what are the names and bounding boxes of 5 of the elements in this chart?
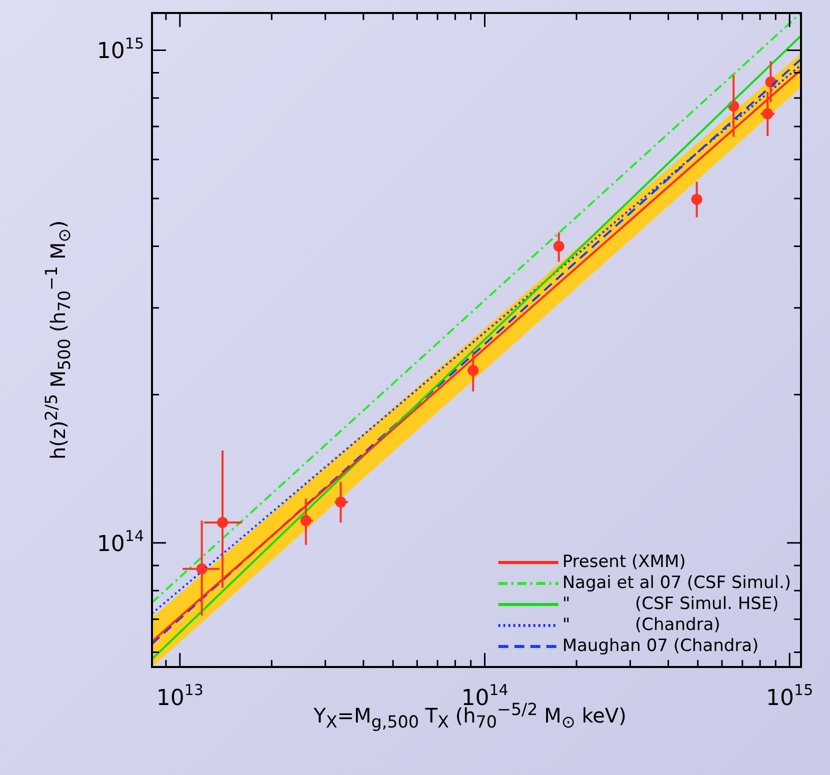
legend-label: " (CSF Simul. HSE) (562, 594, 779, 614)
legend-label: " (Chandra) (562, 614, 720, 635)
legend-label: Present (XMM) (562, 552, 686, 572)
legend-label: Maughan 07 (Chandra) (562, 636, 759, 656)
legend-label: Nagai et al 07 (CSF Simul.) (562, 572, 792, 593)
